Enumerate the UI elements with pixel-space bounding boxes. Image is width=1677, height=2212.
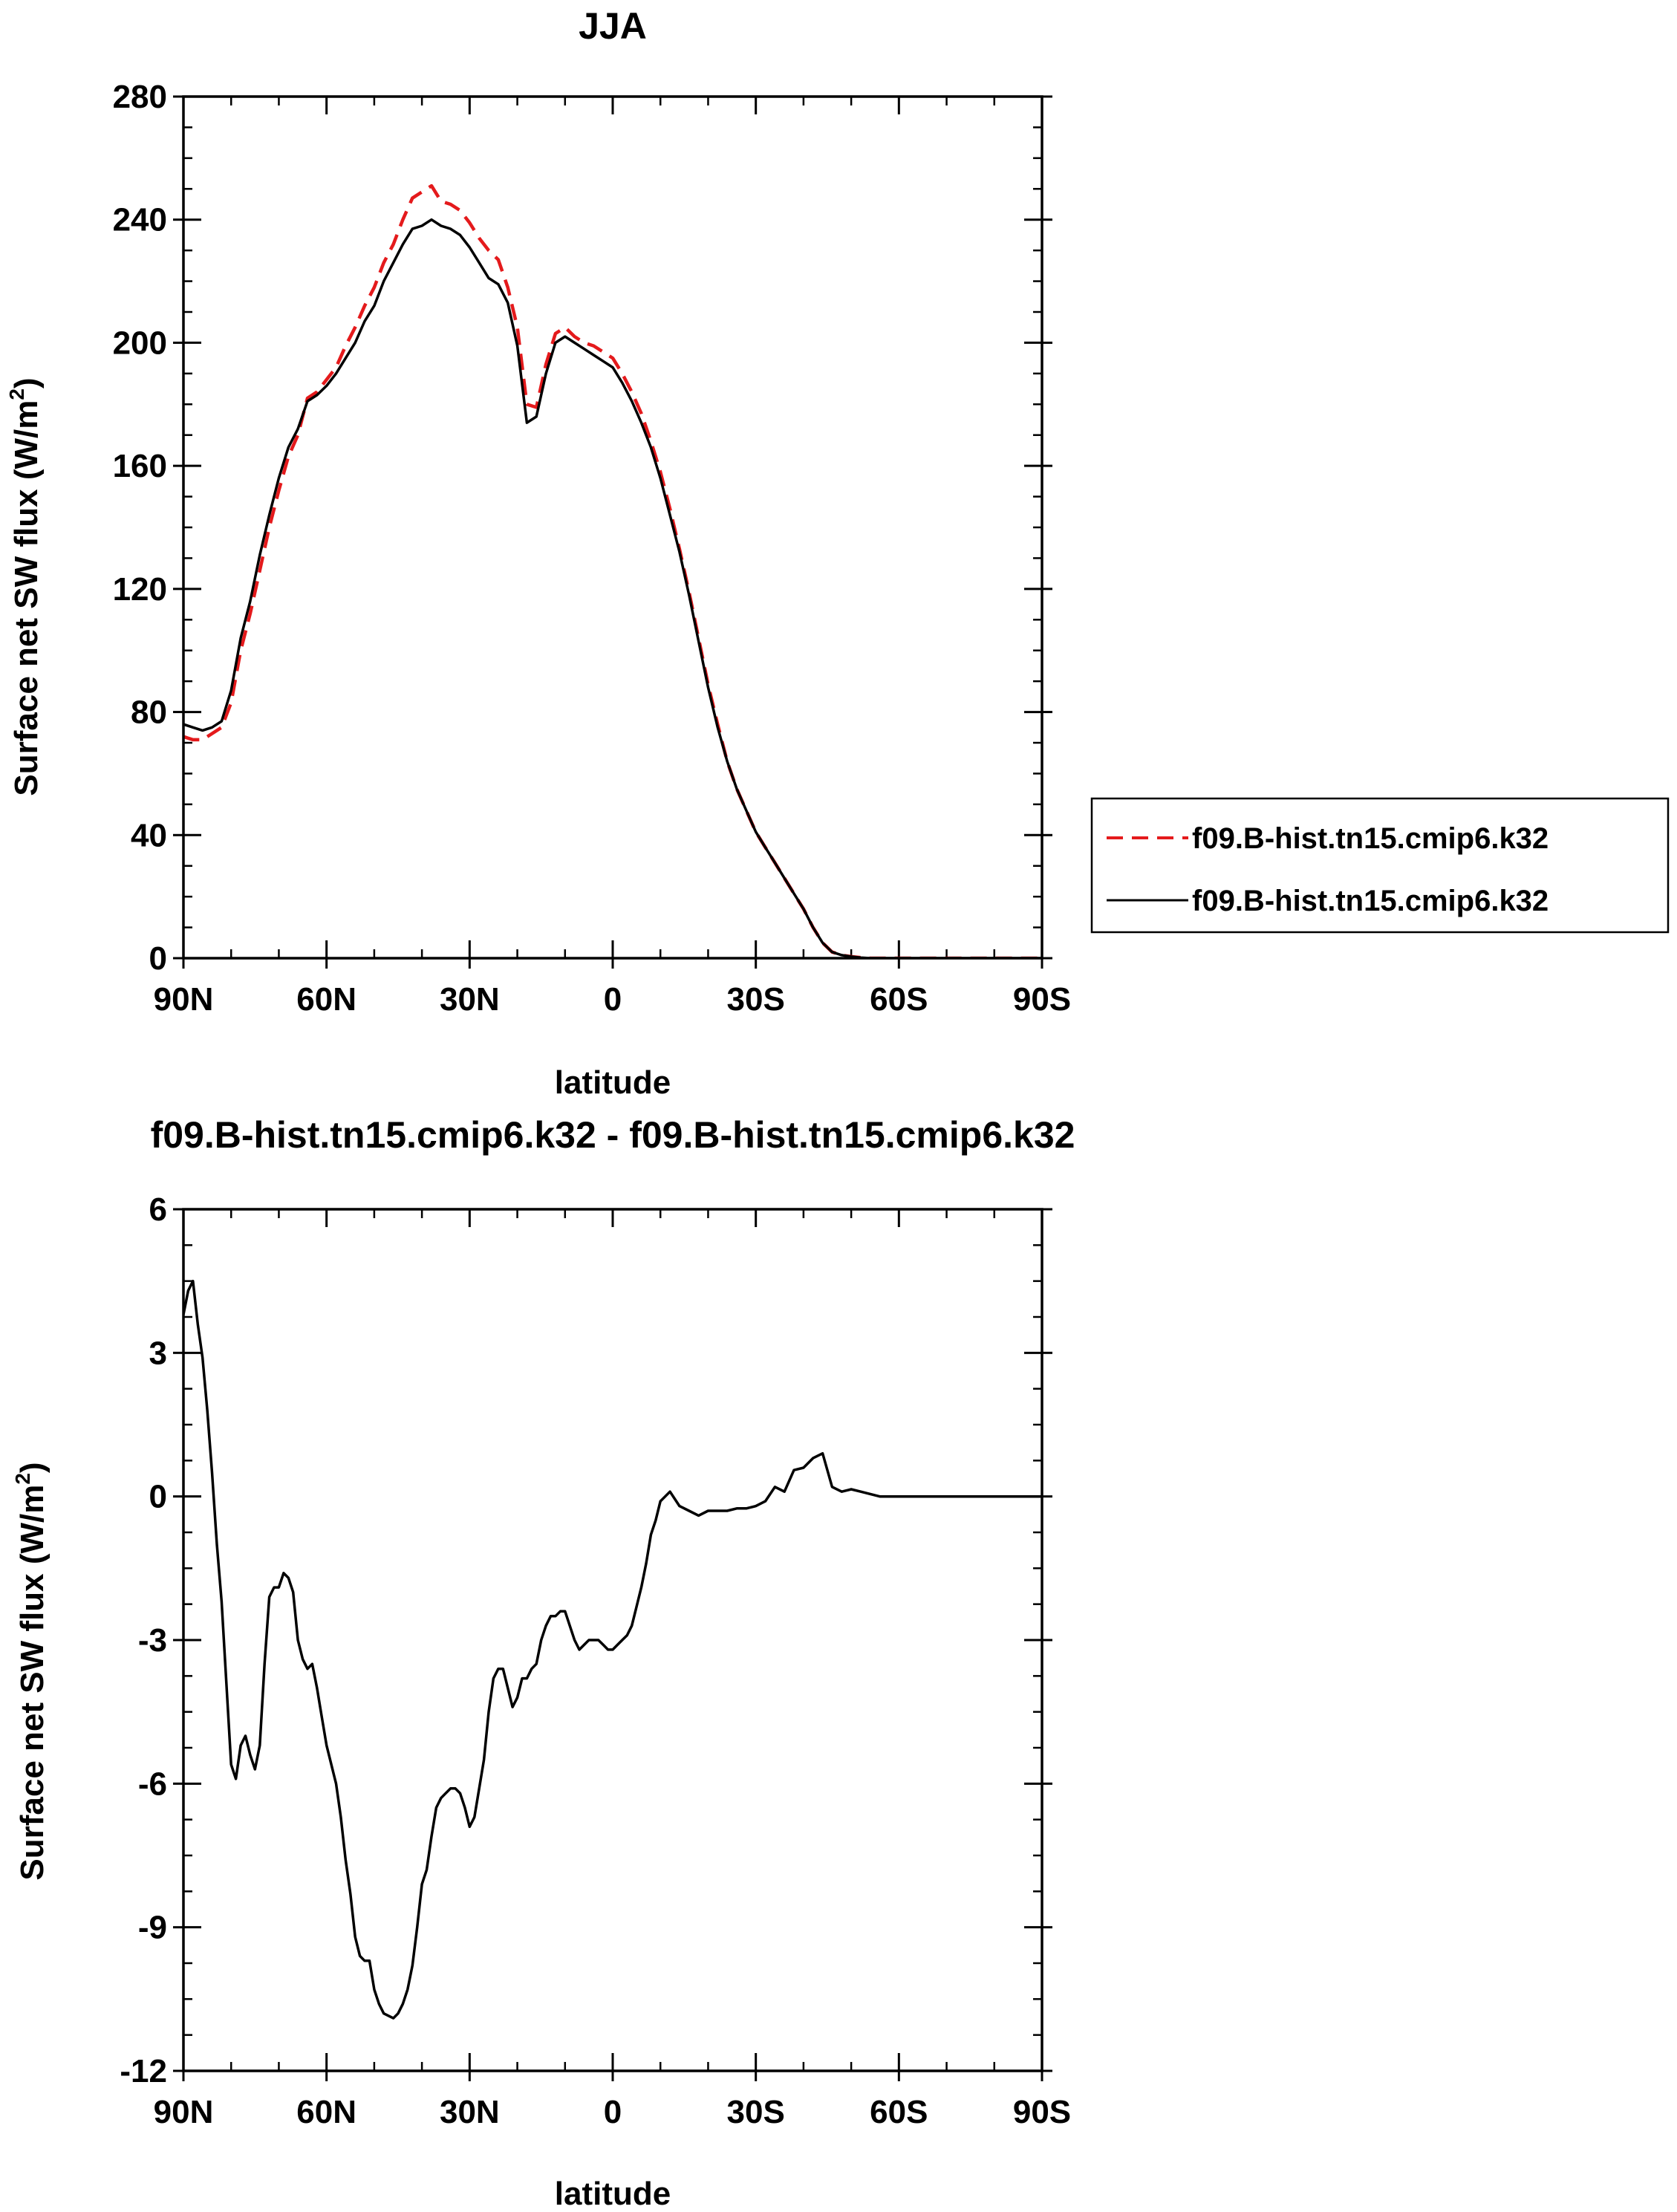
top-y-tick-label: 160 (113, 448, 167, 484)
legend-label-series-1: f09.B-hist.tn15.cmip6.k32 (1192, 822, 1549, 855)
top-y-tick-label: 280 (113, 79, 167, 115)
top-x-tick-label: 0 (604, 981, 622, 1018)
legend-box (1090, 797, 1670, 934)
bottom-y-axis-label-main: Surface net SW flux (W/m (14, 1485, 51, 1881)
top-x-tick-label: 90S (1013, 981, 1071, 1018)
bottom-y-tick-label: -3 (138, 1622, 167, 1659)
bottom-y-tick-label: -12 (120, 2053, 167, 2089)
top-y-tick-label: 0 (149, 940, 167, 977)
top-series-line-1 (183, 183, 1042, 958)
bottom-y-tick-label: -9 (138, 1910, 167, 1946)
top-x-tick-label: 30N (440, 981, 500, 1018)
top-y-tick-label: 120 (113, 571, 167, 608)
bottom-x-axis-label: latitude (555, 2176, 671, 2212)
top-y-tick-label: 40 (131, 817, 167, 853)
top-series-line-2 (183, 218, 1042, 958)
bottom-x-tick-label: 60N (296, 2094, 356, 2130)
bottom-x-tick-label: 90N (154, 2094, 214, 2130)
top-plot-area: 90N 60N 30N 0 30S 60S 90S 0 40 80 120 160 200 240 280 (113, 79, 1072, 1018)
top-x-axis-label: latitude (555, 1064, 671, 1101)
top-x-tick-label: 60S (870, 981, 928, 1018)
top-y-axis-label: Surface net SW flux (W/m2) (5, 377, 45, 796)
bottom-panel: f09.B-hist.tn15.cmip6.k32 - f09.B-hist.t… (11, 1114, 1075, 2212)
bottom-y-axis-label-end: ) (14, 1462, 51, 1473)
bottom-series-line-1 (183, 1279, 1042, 2020)
top-y-axis-label-superscript: 2 (5, 388, 28, 400)
top-y-tick-label: 200 (113, 325, 167, 361)
bottom-x-tick-label: 90S (1013, 2094, 1071, 2130)
bottom-y-tick-label: 0 (149, 1479, 167, 1515)
top-y-tick-label: 80 (131, 694, 167, 731)
bottom-x-tick-label: 30N (440, 2094, 500, 2130)
bottom-y-axis-label-superscript: 2 (11, 1473, 34, 1485)
top-panel: JJA 90N 60N 30N 0 30S 60S 90S 0 40 80 120 160 200 240… (5, 5, 1670, 1101)
bottom-y-tick-label: 3 (149, 1335, 167, 1371)
bottom-y-tick-label: 6 (149, 1191, 167, 1228)
bottom-plot-area: 90N 60N 30N 0 30S 60S 90S -12 -9 -6 -3 0 3 6 (120, 1191, 1071, 2130)
bottom-panel-title: f09.B-hist.tn15.cmip6.k32 - f09.B-hist.t… (151, 1114, 1075, 1156)
bottom-x-tick-label: 30S (727, 2094, 785, 2130)
top-y-tick-label: 240 (113, 202, 167, 238)
top-y-axis-label-main: Surface net SW flux (W/m (8, 400, 45, 796)
top-y-axis-label-end: ) (8, 377, 45, 388)
top-x-tick-label: 90N (154, 981, 214, 1018)
bottom-y-axis-label: Surface net SW flux (W/m2) (11, 1462, 51, 1880)
top-panel-title: JJA (579, 5, 647, 47)
bottom-plot-frame (182, 1208, 1043, 2072)
bottom-y-tick-label: -6 (138, 1766, 167, 1802)
top-legend: f09.B-hist.tn15.cmip6.k32 f09.B-hist.tn1… (1090, 797, 1670, 934)
bottom-x-tick-label: 60S (870, 2094, 928, 2130)
top-x-tick-label: 60N (296, 981, 356, 1018)
legend-label-series-2: f09.B-hist.tn15.cmip6.k32 (1192, 885, 1549, 917)
top-plot-frame (182, 95, 1043, 960)
top-x-tick-label: 30S (727, 981, 785, 1018)
bottom-x-tick-label: 0 (604, 2094, 622, 2130)
